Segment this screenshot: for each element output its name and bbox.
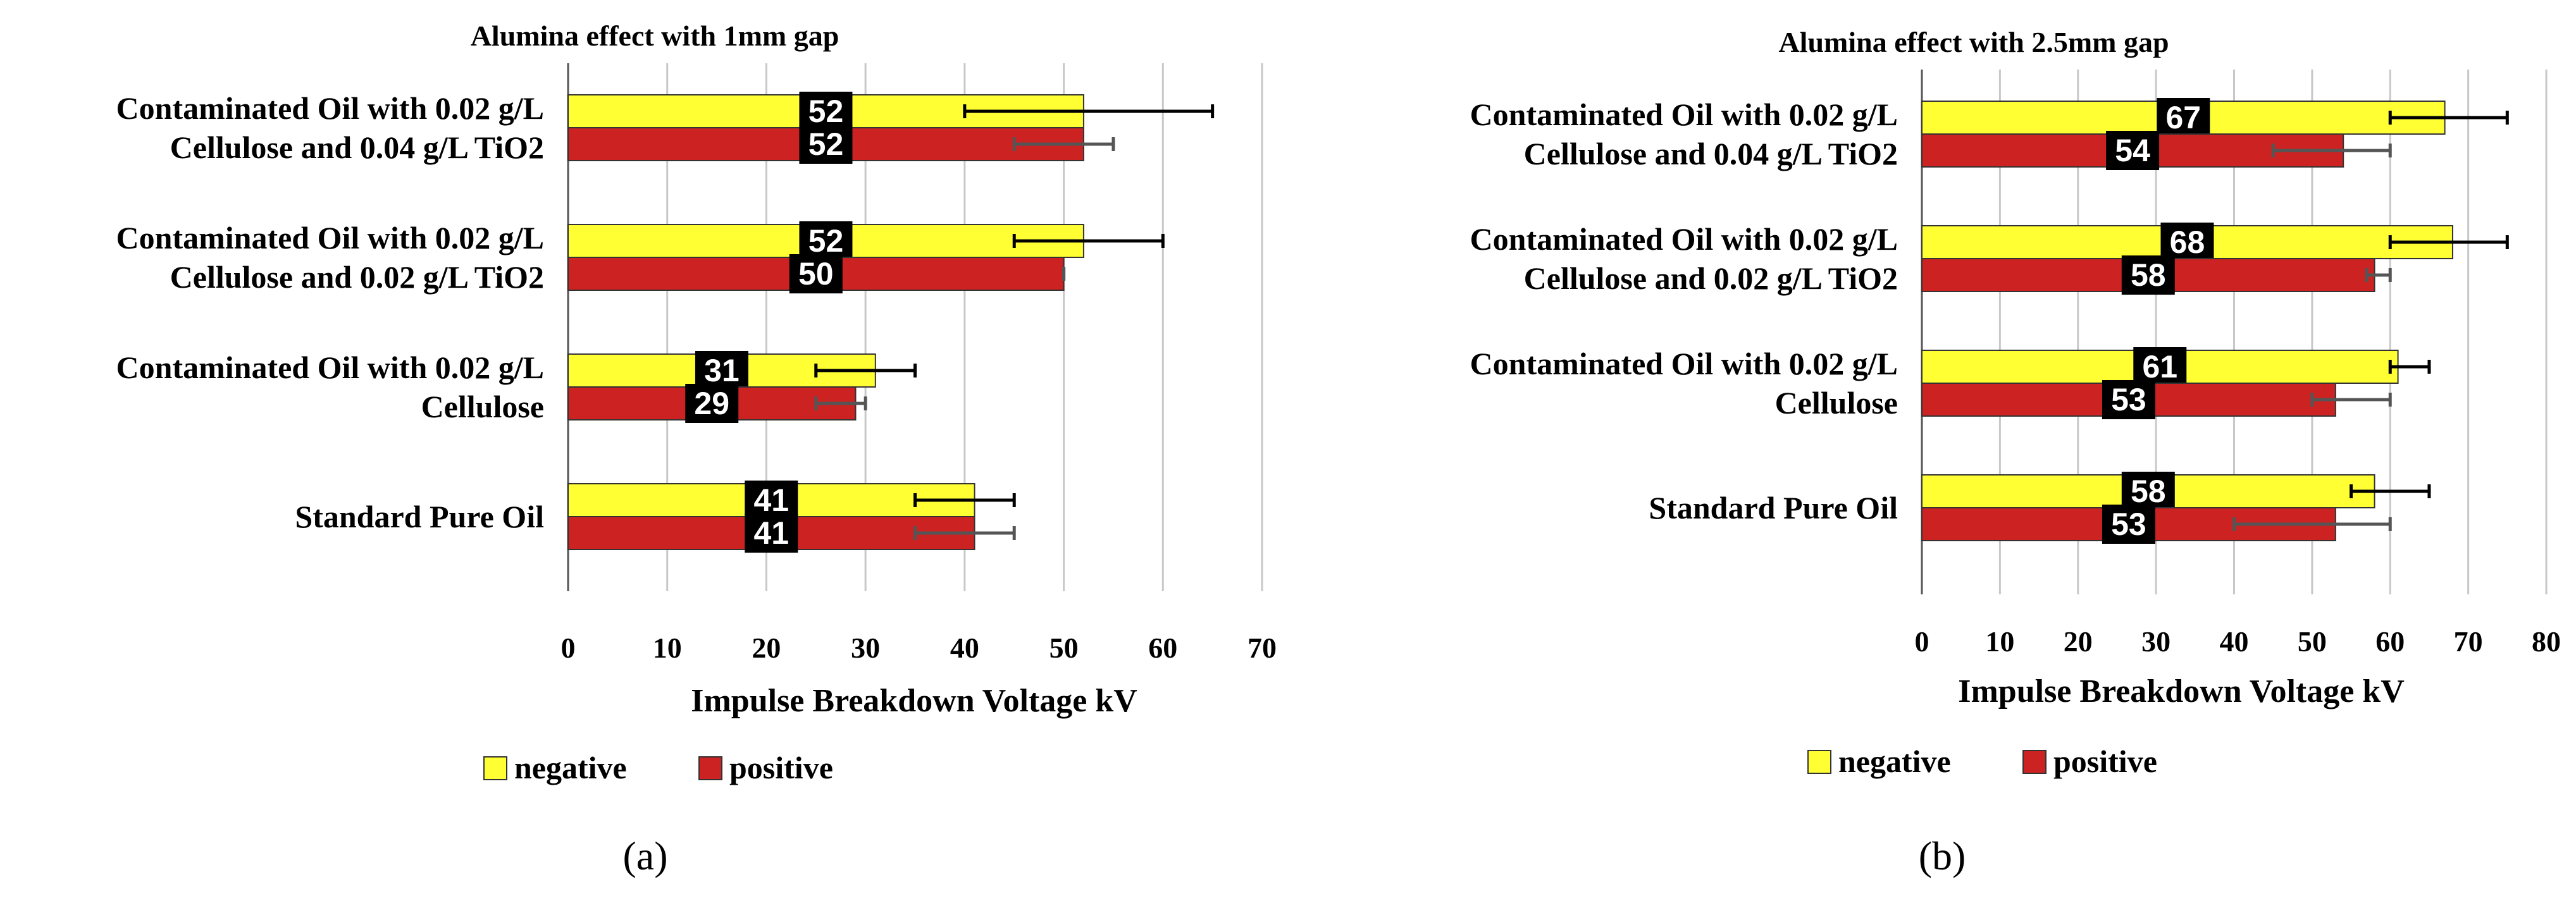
data-label-box [2106,131,2160,170]
data-label-box [695,351,748,390]
chart-panel-a: Alumina effect with 1mm gap 0 10 20 30 40 50 60… [116,20,1277,878]
panel-label: (b) [1919,833,1966,878]
legend: negative positive [483,750,833,785]
data-label-box [2157,98,2210,137]
data-label: 61 [2142,349,2177,384]
legend-swatch-negative [1807,750,1831,774]
data-label: 41 [753,515,789,551]
legend-swatch-positive [698,756,722,780]
data-label-box [2121,472,2175,511]
x-axis-label: Impulse Breakdown Voltage kV [1958,673,2405,709]
legend-label-positive: positive [729,750,833,785]
data-label-box [2121,255,2175,295]
data-label-box [799,221,853,261]
category-label: Cellulose and 0.04 g/L TiO2 [1524,136,1898,171]
legend-label-positive: positive [2053,744,2157,779]
category-label: Cellulose and 0.04 g/L TiO2 [170,130,544,165]
category-label: Cellulose [421,389,544,424]
data-label-box [745,513,798,553]
x-tick-label: 20 [2064,625,2093,658]
data-label: 31 [704,353,740,388]
legend-label-negative: negative [514,750,627,785]
data-label: 52 [808,94,844,129]
data-label: 58 [2131,257,2166,293]
x-tick-label: 20 [752,632,781,664]
category-label: Contaminated Oil with 0.02 g/L [116,220,544,255]
category-label: Standard Pure Oil [295,499,544,534]
data-label: 52 [808,126,844,162]
x-tick-label: 0 [561,632,576,664]
category-label: Contaminated Oil with 0.02 g/L [1470,97,1898,132]
data-label: 50 [798,256,834,291]
x-tick-label: 30 [851,632,880,664]
x-tick-label: 10 [653,632,682,664]
legend-swatch-positive [2022,750,2047,774]
data-label-box [799,125,853,164]
x-axis-label: Impulse Breakdown Voltage kV [691,683,1137,719]
chart-title: Alumina effect with 2.5mm gap [1778,26,2169,58]
data-label: 54 [2115,133,2150,168]
category-label: Contaminated Oil with 0.02 g/L [1470,221,1898,257]
category-label: Cellulose and 0.02 g/L TiO2 [1524,261,1898,296]
chart-panel-b: Alumina effect with 2.5mm gap 0 10 20 30 40 50… [1470,26,2561,878]
legend: negative positive [1807,744,2157,779]
category-label: Contaminated Oil with 0.02 g/L [116,90,544,126]
data-label-box [2102,380,2155,419]
data-label-box [799,92,853,131]
data-label: 67 [2165,100,2201,135]
category-label: Contaminated Oil with 0.02 g/L [1470,346,1898,381]
category-label: Contaminated Oil with 0.02 g/L [116,350,544,385]
data-label: 68 [2170,224,2205,260]
data-label: 58 [2131,474,2166,509]
data-label: 29 [694,386,729,421]
x-tick-label: 50 [1050,632,1079,664]
x-tick-label: 30 [2141,625,2170,658]
x-tick-label: 10 [1985,625,2014,658]
data-label-box [745,481,798,520]
x-tick-label: 50 [2298,625,2327,658]
x-tick-label: 60 [2375,625,2405,658]
x-tick-label: 70 [1248,632,1277,664]
x-tick-label: 40 [950,632,979,664]
x-tick-label: 80 [2532,625,2561,658]
panel-label: (a) [622,833,667,878]
data-label-box [2102,505,2155,544]
category-label: Cellulose [1775,385,1898,420]
data-label-box [2133,347,2187,386]
x-tick-label: 40 [2220,625,2249,658]
data-label: 53 [2111,506,2146,542]
data-label: 53 [2111,382,2146,417]
legend-swatch-negative [483,756,507,780]
legend-label-negative: negative [1838,744,1951,779]
data-label-box [2160,223,2214,262]
x-tick-label: 70 [2454,625,2483,658]
x-tick-label: 0 [1915,625,1929,658]
data-label: 41 [753,482,789,518]
data-label-box [685,384,739,423]
data-label: 52 [808,223,844,259]
category-label: Standard Pure Oil [1649,490,1898,525]
x-tick-label: 60 [1148,632,1177,664]
category-label: Cellulose and 0.02 g/L TiO2 [170,259,544,295]
data-label-box [789,254,843,293]
chart-title: Alumina effect with 1mm gap [471,20,839,52]
